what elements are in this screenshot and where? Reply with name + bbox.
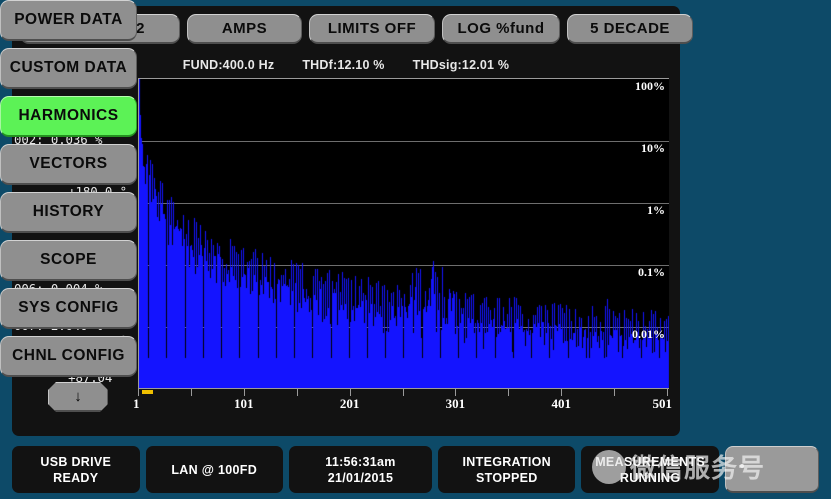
cursor-marker[interactable] bbox=[142, 390, 153, 394]
thdsig-readout: THDsig:12.01 % bbox=[412, 58, 510, 72]
x-axis bbox=[138, 388, 669, 396]
sidebar-item-label: HISTORY bbox=[32, 203, 105, 220]
status-bar: USB DRIVE READY LAN @ 100FD 11:56:31am 2… bbox=[12, 446, 820, 493]
status-line-1: MEASUREMENTS bbox=[595, 454, 706, 469]
sidebar-item-custom-data[interactable]: CUSTOM DATA bbox=[0, 48, 137, 89]
sidebar-menu: POWER DATA CUSTOM DATA HARMONICS VECTORS HIS… bbox=[0, 0, 137, 382]
scroll-down-button[interactable]: ↓ bbox=[48, 382, 108, 412]
status-integration[interactable]: INTEGRATION STOPPED bbox=[438, 446, 576, 493]
indicator-dot-icon bbox=[739, 464, 744, 468]
status-spare-button[interactable] bbox=[724, 446, 820, 493]
status-line-2: STOPPED bbox=[475, 470, 538, 485]
x-axis-tick bbox=[508, 389, 509, 396]
status-clock[interactable]: 11:56:31am 21/01/2015 bbox=[288, 446, 433, 493]
y-axis-tick-label: 1% bbox=[647, 203, 665, 217]
status-usb-drive[interactable]: USB DRIVE READY bbox=[12, 446, 140, 493]
spectrum-trace bbox=[139, 79, 669, 388]
x-axis-tick bbox=[244, 389, 245, 396]
limits-button[interactable]: LIMITS OFF bbox=[309, 14, 435, 44]
status-line-2: READY bbox=[53, 470, 99, 485]
y-axis-tick-label: 0.1% bbox=[638, 265, 665, 279]
decade-range-button[interactable]: 5 DECADE bbox=[567, 14, 693, 44]
x-axis-tick bbox=[297, 389, 298, 396]
sidebar-item-label: VECTORS bbox=[29, 155, 108, 172]
sidebar-item-power-data[interactable]: POWER DATA bbox=[0, 0, 137, 41]
thdf-readout: THDf:12.10 % bbox=[302, 58, 385, 72]
harmonic-spectrum-chart[interactable]: 100% 10% 1% 0.1% 0.01% bbox=[138, 78, 669, 388]
x-axis-tick bbox=[138, 389, 139, 396]
plot-area: 100% 10% 1% 0.1% 0.01% bbox=[138, 78, 669, 388]
status-line-2: RUNNING bbox=[619, 470, 681, 485]
sidebar-item-label: CHNL CONFIG bbox=[12, 347, 125, 364]
units-button[interactable]: AMPS bbox=[187, 14, 302, 44]
status-line-1: USB DRIVE bbox=[40, 454, 112, 469]
fundamental-frequency-readout: FUND:400.0 Hz bbox=[182, 58, 275, 72]
measurement-header: FUND:400.0 Hz THDf:12.10 % THDsig:12.01 … bbox=[12, 56, 680, 74]
sidebar-item-label: SYS CONFIG bbox=[18, 299, 119, 316]
status-measurements[interactable]: MEASUREMENTS RUNNING bbox=[581, 446, 719, 493]
sidebar-item-vectors[interactable]: VECTORS bbox=[0, 144, 137, 185]
sidebar-item-label: HARMONICS bbox=[18, 107, 119, 124]
sidebar-item-harmonics[interactable]: HARMONICS bbox=[0, 96, 137, 137]
status-line-1: 11:56:31am bbox=[325, 454, 396, 469]
top-toolbar: CHANNEL 2 AMPS LIMITS OFF LOG %fund 5 DE… bbox=[12, 10, 693, 48]
arrow-down-icon: ↓ bbox=[74, 388, 82, 405]
x-axis-tick bbox=[403, 389, 404, 396]
sidebar-item-sys-config[interactable]: SYS CONFIG bbox=[0, 288, 137, 329]
x-axis-tick-label: 201 bbox=[339, 396, 360, 411]
x-axis-tick bbox=[350, 389, 351, 396]
x-axis-tick bbox=[614, 389, 615, 396]
sidebar-item-scope[interactable]: SCOPE bbox=[0, 240, 137, 281]
y-axis-tick-label: 100% bbox=[635, 79, 665, 93]
spectrum-canvas bbox=[139, 79, 669, 388]
x-axis-tick bbox=[191, 389, 192, 396]
sidebar-item-chnl-config[interactable]: CHNL CONFIG bbox=[0, 336, 137, 377]
x-axis-tick-label: 301 bbox=[445, 396, 466, 411]
y-axis-tick-label: 0.01% bbox=[632, 327, 665, 341]
x-axis-tick-label: 401 bbox=[551, 396, 571, 411]
sidebar-item-history[interactable]: HISTORY bbox=[0, 192, 137, 233]
x-axis-tick bbox=[561, 389, 562, 396]
x-axis-labels: 1 101 201 301 401 501 bbox=[130, 396, 677, 412]
status-line-1: LAN @ 100FD bbox=[171, 462, 258, 477]
status-line-2: 21/01/2015 bbox=[327, 470, 394, 485]
sidebar-item-label: CUSTOM DATA bbox=[9, 59, 128, 76]
sidebar-item-label: SCOPE bbox=[40, 251, 97, 268]
sidebar-item-label: POWER DATA bbox=[14, 11, 123, 28]
x-axis-tick-label: 1 bbox=[133, 396, 140, 411]
status-lan[interactable]: LAN @ 100FD bbox=[145, 446, 283, 493]
x-axis-tick bbox=[667, 389, 668, 396]
y-axis-tick-label: 10% bbox=[641, 141, 665, 155]
x-axis-tick bbox=[455, 389, 456, 396]
scale-mode-button[interactable]: LOG %fund bbox=[442, 14, 560, 44]
x-axis-tick-label: 101 bbox=[234, 396, 254, 411]
x-axis-tick-label: 501 bbox=[652, 396, 673, 411]
status-line-1: INTEGRATION bbox=[462, 454, 552, 469]
